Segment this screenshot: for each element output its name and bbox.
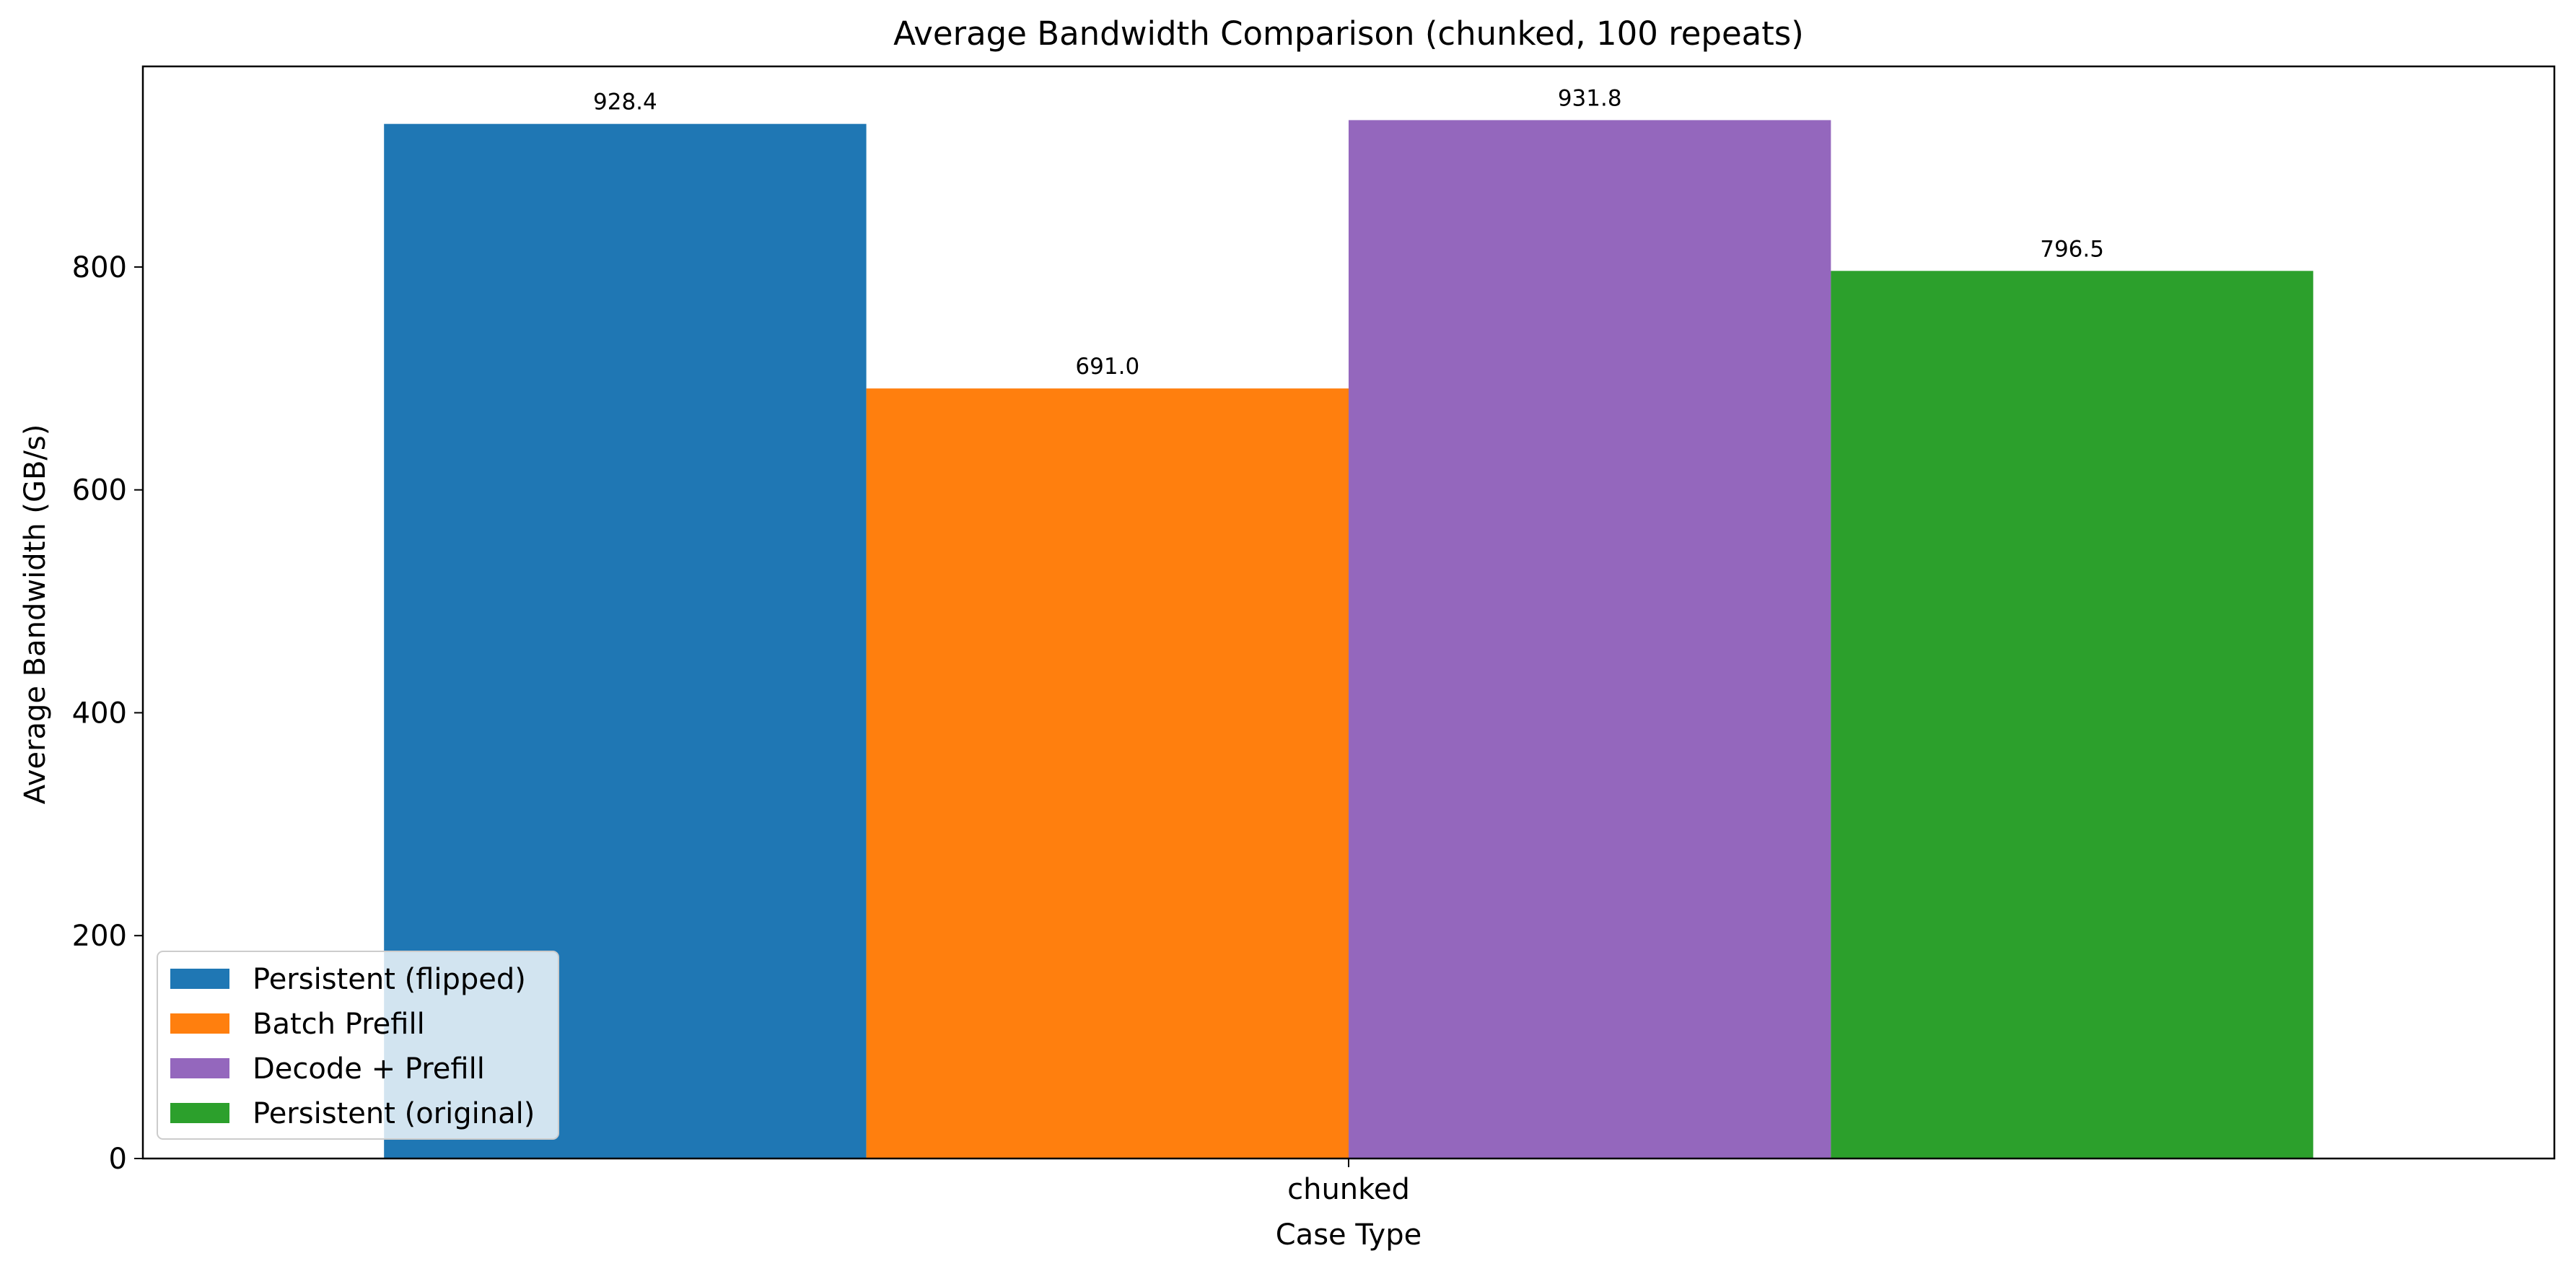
y-tick-label: 600 bbox=[72, 474, 127, 507]
chart-title: Average Bandwidth Comparison (chunked, 1… bbox=[893, 14, 1804, 53]
data-label: 931.8 bbox=[1558, 85, 1622, 111]
legend-entry: Decode + Prefill bbox=[253, 1052, 485, 1086]
legend-swatch bbox=[170, 1103, 229, 1123]
x-axis-label: Case Type bbox=[1276, 1218, 1421, 1252]
legend-swatch bbox=[170, 1013, 229, 1034]
axes-layer: chunked 0 200 400 600 800 bbox=[72, 65, 2556, 1206]
bar bbox=[1831, 271, 2313, 1159]
y-tick-label: 0 bbox=[109, 1143, 127, 1176]
legend-entry: Persistent (original) bbox=[253, 1097, 535, 1130]
bars-layer bbox=[384, 120, 2313, 1159]
legend-swatch bbox=[170, 1058, 229, 1078]
data-label: 928.4 bbox=[593, 90, 657, 115]
y-tick-label: 400 bbox=[72, 697, 127, 730]
bar bbox=[866, 388, 1349, 1159]
y-tick-label: 200 bbox=[72, 920, 127, 953]
legend-box bbox=[157, 951, 559, 1140]
legend-entry: Persistent (flipped) bbox=[253, 963, 526, 996]
y-axis-label: Average Bandwidth (GB/s) bbox=[19, 424, 52, 805]
legend-entry: Batch Prefill bbox=[253, 1008, 425, 1041]
data-labels-layer: 928.4 691.0 931.8 796.5 bbox=[593, 85, 2104, 380]
data-label: 691.0 bbox=[1075, 354, 1139, 380]
x-tick-label: chunked bbox=[1287, 1173, 1410, 1206]
legend-swatch bbox=[170, 969, 229, 989]
data-label: 796.5 bbox=[2040, 236, 2104, 262]
legend: Persistent (flipped) Batch Prefill Decode … bbox=[157, 951, 559, 1140]
y-tick-label: 800 bbox=[72, 251, 127, 284]
plot-frame bbox=[141, 65, 2556, 1160]
bar bbox=[1349, 120, 1831, 1159]
